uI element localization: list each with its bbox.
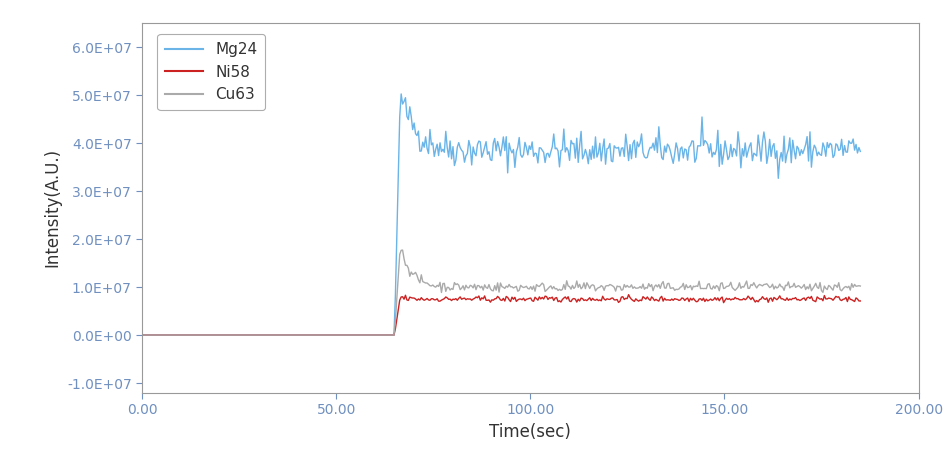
Ni58 [623,292,634,298]
Mg24 [396,91,407,97]
Mg24 [726,154,738,159]
Line: Mg24: Mg24 [142,94,860,335]
Mg24 [483,149,494,154]
Mg24 [854,149,866,154]
Cu63 [839,285,850,290]
Cu63 [854,283,866,289]
Mg24 [527,139,538,145]
Cu63 [136,332,148,338]
Cu63 [565,286,577,292]
Cu63 [726,285,738,290]
Ni58 [525,295,536,301]
Cu63 [479,282,491,288]
Mg24 [839,143,850,148]
Line: Cu63: Cu63 [142,250,860,335]
Ni58 [477,296,489,302]
Ni58 [563,298,575,304]
Ni58 [726,296,738,302]
Ni58 [136,332,148,338]
Line: Ni58: Ni58 [142,295,860,335]
Mg24 [565,138,577,143]
Ni58 [839,296,850,302]
Cu63 [397,247,408,253]
X-axis label: Time(sec): Time(sec) [490,423,571,441]
Mg24 [479,145,491,150]
Ni58 [482,298,493,303]
Cu63 [527,287,538,292]
Legend: Mg24, Ni58, Cu63: Mg24, Ni58, Cu63 [157,35,265,110]
Y-axis label: Intensity(A.U.): Intensity(A.U.) [44,148,62,267]
Cu63 [483,282,494,287]
Ni58 [854,298,866,304]
Mg24 [136,332,148,338]
